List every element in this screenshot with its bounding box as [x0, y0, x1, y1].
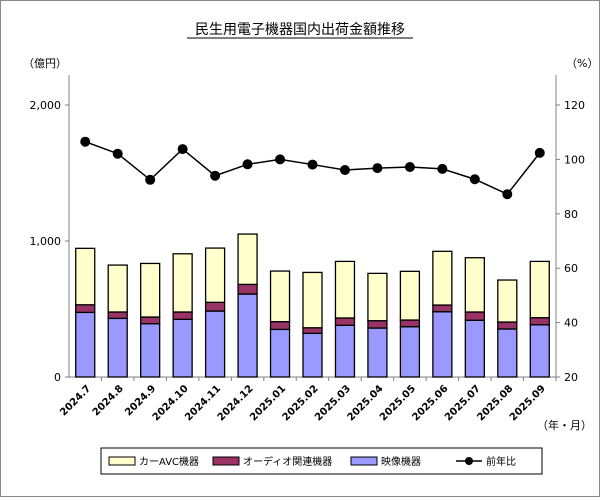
- bar-segment: [269, 270, 291, 323]
- bar-segment: [172, 253, 193, 313]
- bar-segment: [172, 318, 193, 378]
- bar-segment: [497, 328, 518, 378]
- bar-segment: [302, 327, 323, 334]
- y-tick-label: 1,000: [30, 235, 62, 248]
- bar-segment: [140, 262, 161, 318]
- y-axis-unit: （億円）: [23, 57, 67, 70]
- bar-segment: [367, 320, 388, 329]
- bar-segment: [464, 319, 485, 378]
- y2-tick-label: 80: [564, 208, 578, 221]
- y2-tick-label: 20: [564, 371, 578, 384]
- y2-axis-unit: （%）: [566, 57, 598, 70]
- bar-segment: [302, 332, 323, 378]
- legend-label: カーAVC機器: [139, 455, 199, 468]
- line-point: [372, 163, 383, 174]
- bar-segment: [334, 317, 356, 326]
- x-axis-unit: （年・月）: [537, 418, 592, 432]
- bar-segment: [464, 311, 485, 321]
- bar-segment: [367, 327, 388, 378]
- bar-segment: [497, 279, 518, 323]
- bar-segment: [75, 304, 96, 314]
- line-point: [145, 174, 156, 185]
- y2-tick-label: 100: [564, 153, 585, 166]
- bar-segment: [237, 283, 258, 295]
- bar-segment: [204, 310, 226, 378]
- bar-segment: [140, 323, 161, 378]
- line-point: [112, 148, 123, 159]
- line-point: [307, 159, 318, 170]
- x-tick-label: 2025.09: [508, 383, 548, 423]
- bar-segment: [432, 250, 453, 306]
- line-point: [339, 165, 350, 176]
- bar-segment: [140, 316, 161, 325]
- legend-label: オーディオ関連機器: [243, 455, 332, 468]
- bar-segment: [204, 301, 226, 312]
- y2-tick-label: 120: [564, 99, 585, 112]
- bar-segment: [432, 304, 453, 313]
- bar-segment: [529, 317, 550, 326]
- bar-segment: [269, 320, 291, 331]
- line-point: [242, 159, 253, 170]
- y-tick-label: 0: [54, 371, 61, 384]
- bar-segment: [237, 233, 258, 286]
- legend: カーAVC機器 オーディオ関連機器 映像機器 前年比: [108, 455, 516, 468]
- bar-segment: [399, 326, 421, 378]
- bar-segment: [302, 271, 323, 329]
- line-point: [275, 154, 286, 165]
- bar-segment: [204, 247, 226, 303]
- bar-segment: [464, 257, 485, 313]
- chart-title: 民生用電子機器国内出荷金額推移: [195, 22, 405, 38]
- bar-segment: [269, 328, 291, 378]
- line-point: [437, 163, 448, 174]
- y2-tick-label: 60: [564, 262, 578, 275]
- line-point: [80, 136, 91, 147]
- line-point: [469, 174, 480, 185]
- legend-box: [100, 447, 543, 475]
- legend-label: 前年比: [486, 455, 516, 468]
- legend-marker: [465, 457, 473, 465]
- line-point: [210, 170, 221, 181]
- line-point: [502, 189, 513, 200]
- legend-swatch: [350, 456, 378, 466]
- legend-label: 映像機器: [381, 455, 421, 468]
- x-tick-label: 2024.8: [91, 383, 126, 418]
- bar-segment: [107, 317, 128, 378]
- bar-segment: [529, 324, 550, 378]
- line-point: [177, 144, 188, 155]
- x-tick-label: 2024.7: [58, 383, 93, 418]
- legend-swatch: [108, 456, 136, 466]
- bar-segment: [334, 324, 356, 378]
- line-point: [404, 162, 415, 173]
- bar-segment: [399, 319, 421, 328]
- bar-segment: [529, 260, 550, 319]
- bar-segment: [107, 264, 128, 313]
- line-point: [534, 147, 545, 158]
- bar-segment: [497, 321, 518, 330]
- bar-segment: [334, 260, 356, 319]
- y2-tick-label: 40: [564, 317, 578, 330]
- legend-swatch: [212, 456, 240, 466]
- bar-segment: [432, 311, 453, 378]
- bar-segment: [75, 311, 96, 378]
- bar-segment: [107, 311, 128, 320]
- y-tick-label: 2,000: [30, 99, 62, 112]
- bar-segment: [172, 311, 193, 320]
- bar-segment: [75, 247, 96, 306]
- bar-segment: [367, 272, 388, 322]
- bar-segment: [237, 293, 258, 378]
- bar-segment: [399, 270, 421, 321]
